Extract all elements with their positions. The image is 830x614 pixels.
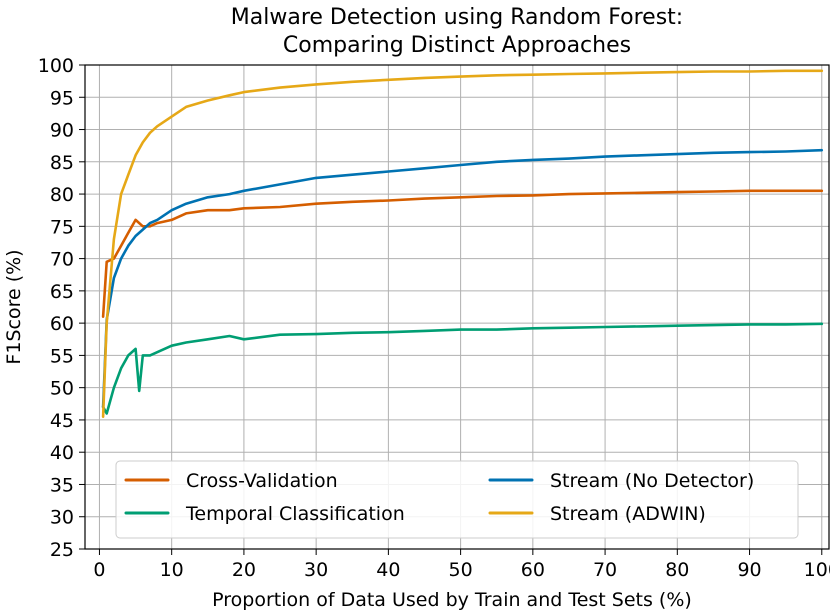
y-tick-label: 60 — [50, 313, 74, 335]
series-lines — [101, 69, 824, 419]
y-tick-label: 75 — [50, 216, 74, 238]
y-tick-label: 95 — [50, 87, 74, 109]
y-tick-label: 90 — [50, 120, 74, 142]
plot-area-frame — [84, 64, 830, 550]
x-tick-label: 30 — [304, 559, 328, 581]
y-tick-label: 35 — [50, 474, 74, 496]
axis-ticks: 0 10 20 30 40 50 60 70 80 90 100 25 30 35 40 45 50 55 60 65… — [38, 55, 830, 581]
y-tick-label: 70 — [50, 249, 74, 271]
chart-title-line-2: Comparing Distinct Approaches — [283, 33, 631, 58]
x-tick-label: 60 — [521, 559, 545, 581]
y-tick-label: 80 — [50, 184, 74, 206]
legend-label-temporal-classification: Temporal Classification — [185, 503, 405, 525]
x-tick-label: 90 — [737, 559, 761, 581]
legend-label-stream-adwin: Stream (ADWIN) — [550, 503, 706, 525]
y-tick-label: 50 — [50, 378, 74, 400]
series-line-cross-validation — [101, 189, 824, 319]
y-tick-label: 65 — [50, 281, 74, 303]
y-tick-label: 40 — [50, 442, 74, 464]
legend-frame — [115, 460, 799, 539]
x-tick-label: 80 — [665, 559, 689, 581]
chart-title-line-1: Malware Detection using Random Forest: — [231, 5, 683, 30]
series-line-temporal-classification — [101, 322, 824, 415]
x-tick-label: 100 — [804, 559, 830, 581]
legend: Cross-Validation Temporal Classification… — [115, 460, 799, 539]
x-tick-label: 50 — [449, 559, 473, 581]
y-tick-label: 85 — [50, 152, 74, 174]
x-tick-label: 10 — [160, 559, 184, 581]
x-tick-label: 40 — [376, 559, 400, 581]
y-axis-label: F1Score (%) — [3, 249, 25, 364]
y-tick-label: 30 — [50, 507, 74, 529]
legend-label-cross-validation: Cross-Validation — [186, 470, 338, 492]
legend-label-stream-no-detector: Stream (No Detector) — [550, 470, 754, 492]
x-tick-label: 0 — [93, 559, 105, 581]
y-tick-label: 25 — [50, 539, 74, 561]
y-tick-label: 55 — [50, 345, 74, 367]
y-tick-label: 100 — [38, 55, 74, 77]
y-tick-label: 45 — [50, 410, 74, 432]
x-axis-label: Proportion of Data Used by Train and Tes… — [212, 589, 692, 611]
series-line-stream-no-detector — [101, 148, 824, 409]
x-tick-label: 70 — [593, 559, 617, 581]
series-line-stream-adwin — [101, 69, 824, 419]
x-tick-label: 20 — [232, 559, 256, 581]
